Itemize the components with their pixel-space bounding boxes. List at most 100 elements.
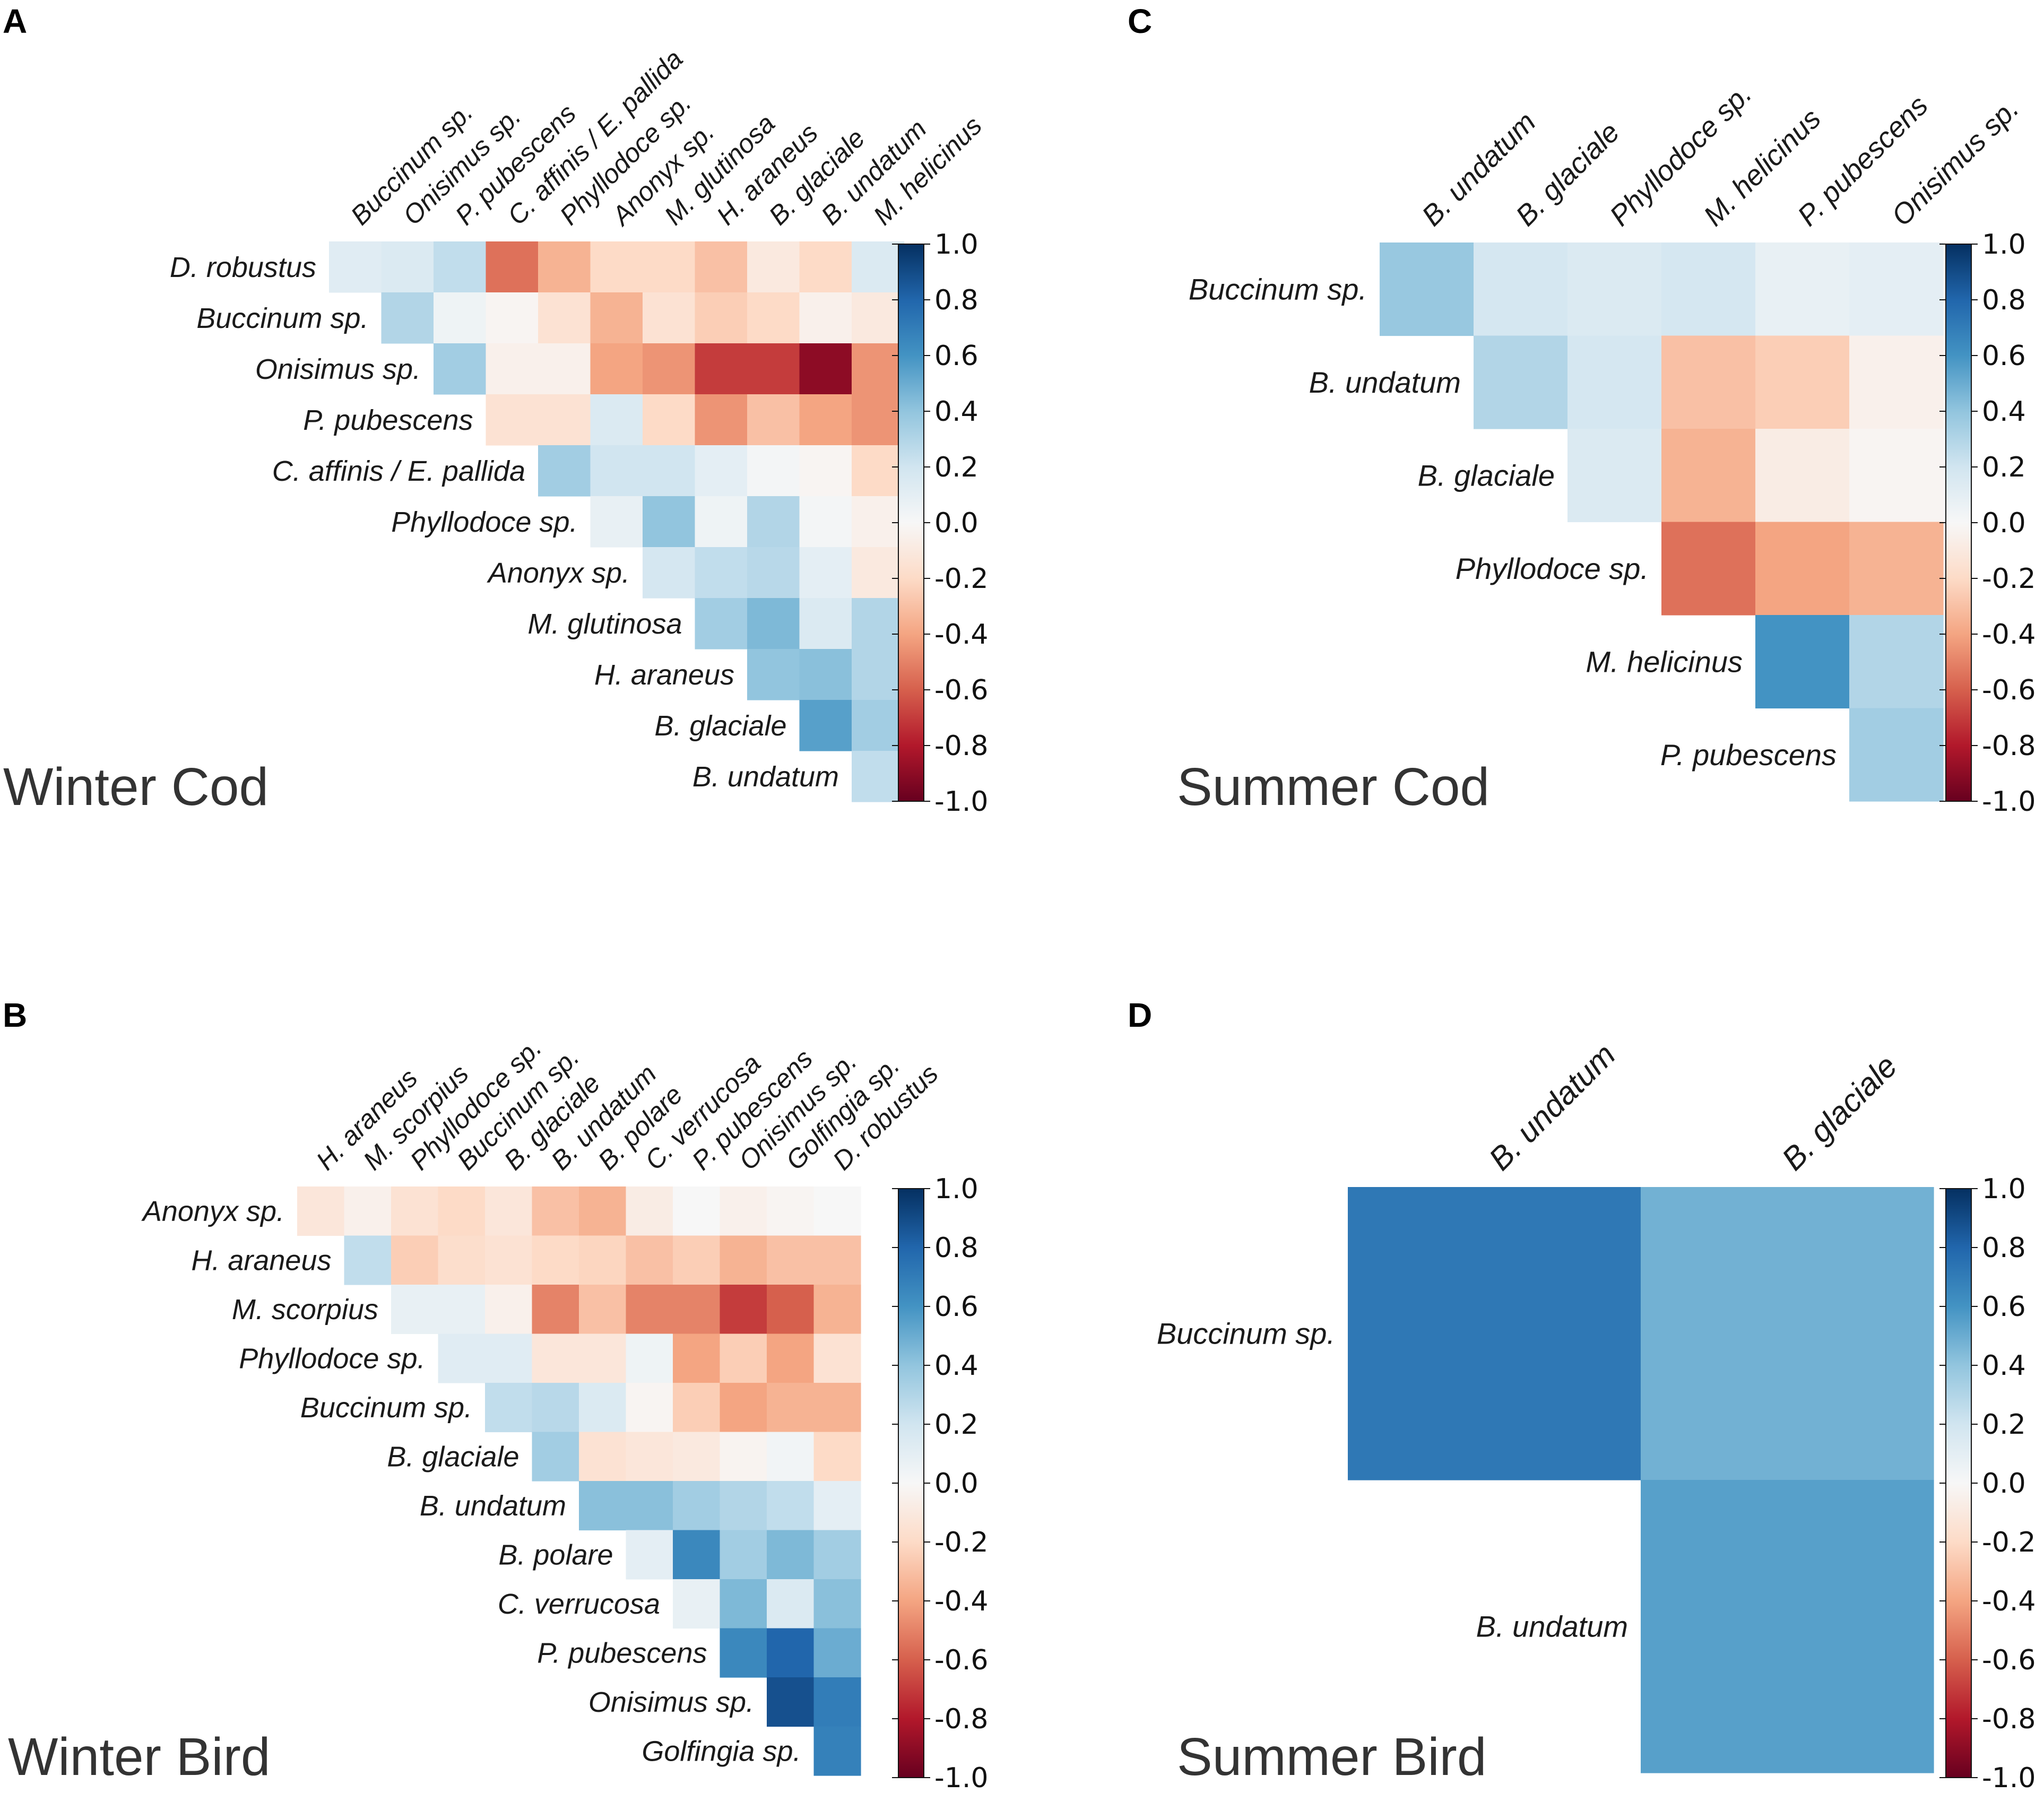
heatmap-cell-anonyx-sp-x-h-araneus [297, 1186, 345, 1236]
row-label: B. glaciale [654, 710, 786, 742]
heatmap-cell-b-undatum-x-golfingia-sp [767, 1481, 815, 1531]
row-label: B. undatum [1476, 1610, 1628, 1643]
colorbar-tick-label: -0.8 [1982, 730, 2036, 762]
heatmap-cell-b-undatum-x-b-glaciale [1641, 1480, 1934, 1773]
colorbar-tick-label: 0.2 [934, 452, 978, 483]
colorbar [898, 244, 924, 802]
heatmap-cell-h-araneus-x-phyllodoce-sp [391, 1235, 439, 1285]
heatmap-cell-b-undatum-x-phyllodoce-sp [1567, 335, 1662, 429]
heatmap-cell-m-scorpius-x-b-polare [579, 1285, 627, 1335]
heatmap-cell-p-pubescens-x-onisimus-sp [720, 1628, 767, 1678]
heatmap-cell-b-glaciale-x-p-pubescens [1755, 429, 1850, 523]
heatmap-cell-phyllodoce-sp-x-golfingia-sp [767, 1333, 815, 1383]
colorbar-tick-label: 1.0 [934, 229, 978, 261]
row-label: B. glaciale [1418, 458, 1555, 492]
row-label: Buccinum sp. [300, 1392, 472, 1424]
heatmap-cell-p-pubescens-x-b-undatum [799, 394, 852, 446]
heatmap-cell-b-glaciale-x-m-helicinus [1661, 429, 1756, 523]
heatmap-cell-b-glaciale-x-m-helicinus [852, 700, 905, 751]
heatmap-cell-anonyx-sp-x-b-undatum [799, 547, 852, 599]
heatmap-cell-b-polare-x-onisimus-sp [720, 1530, 767, 1580]
panel-title: Winter Bird [8, 1727, 271, 1787]
heatmap-cell-c-affinis-e-pallida-x-phyllodoce-sp [538, 445, 591, 497]
heatmap-cell-m-scorpius-x-buccinum-sp [438, 1285, 486, 1335]
colorbar-tick-label: 0.4 [934, 396, 978, 428]
heatmap-cell-anonyx-sp-x-b-polare [579, 1186, 627, 1236]
heatmap-cell-h-araneus-x-m-scorpius [344, 1235, 392, 1285]
colorbar-tick-label: -0.4 [934, 1586, 988, 1617]
heatmap-cell-phyllodoce-sp-x-h-araneus [695, 496, 748, 548]
heatmap-cell-d-robustus-x-c-affinis-e-pallida [486, 241, 539, 293]
heatmap-cell-buccinum-sp-x-p-pubescens [1755, 242, 1850, 336]
colorbar [1945, 1188, 1972, 1778]
colorbar-tick-label: -1.0 [1982, 1762, 2036, 1793]
colorbar-tick-label: -0.2 [934, 563, 988, 595]
heatmap-cell-m-scorpius-x-c-verrucosa [626, 1285, 673, 1335]
heatmap-cell-h-araneus-x-golfingia-sp [767, 1235, 815, 1285]
heatmap-cell-onisimus-sp-x-b-undatum [799, 343, 852, 395]
column-label: B. undatum [1482, 1037, 1622, 1177]
heatmap-cell-p-pubescens-x-h-araneus [695, 394, 748, 446]
heatmap-cell-phyllodoce-sp-x-m-helicinus [852, 496, 905, 548]
heatmap-cell-b-undatum-x-b-glaciale [1474, 335, 1568, 429]
colorbar-tick-label: 0.8 [1982, 1232, 2026, 1264]
colorbar-tick-label: 1.0 [1982, 1173, 2026, 1205]
heatmap-cell-phyllodoce-sp-x-b-undatum [799, 496, 852, 548]
heatmap-cell-d-robustus-x-onisimus-sp [381, 241, 434, 293]
heatmap-cell-p-pubescens-x-b-glaciale [747, 394, 800, 446]
heatmap-cell-onisimus-sp-x-phyllodoce-sp [538, 343, 591, 395]
row-label: B. undatum [420, 1490, 566, 1522]
heatmap-cell-d-robustus-x-b-undatum [799, 241, 852, 293]
heatmap-cell-onisimus-sp-x-h-araneus [695, 343, 748, 395]
colorbar-tick-label: 0.6 [1982, 1291, 2026, 1323]
heatmap-cell-b-polare-x-c-verrucosa [626, 1530, 673, 1580]
heatmap-cell-b-undatum-x-p-pubescens [1755, 335, 1850, 429]
heatmap-cell-buccinum-sp-x-onisimus-sp [381, 292, 434, 344]
heatmap-cell-h-araneus-x-onisimus-sp [720, 1235, 767, 1285]
heatmap-cell-d-robustus-x-h-araneus [695, 241, 748, 293]
heatmap-cell-m-glutinosa-x-b-glaciale [747, 598, 800, 649]
panel-letter: A [3, 2, 27, 40]
heatmap-cell-anonyx-sp-x-phyllodoce-sp [391, 1186, 439, 1236]
colorbar-tick-label: -1.0 [934, 786, 988, 818]
heatmap-cell-anonyx-sp-x-c-verrucosa [626, 1186, 673, 1236]
colorbar-tick-label: -0.2 [1982, 1527, 2036, 1558]
heatmap-cell-phyllodoce-sp-x-m-helicinus [1661, 522, 1756, 616]
panel-d: D Summer Bird Buccinum sp. B. undatum B. und… [1128, 996, 2036, 1793]
heatmap-cell-buccinum-sp-x-onisimus-sp [1849, 242, 1944, 336]
colorbar-tick-label: 0.2 [934, 1409, 978, 1441]
row-label: H. araneus [191, 1245, 331, 1277]
heatmap-cell-anonyx-sp-x-b-glaciale [747, 547, 800, 599]
heatmap-cell-b-polare-x-d-robustus [813, 1530, 861, 1580]
row-label: P. pubescens [303, 404, 473, 436]
heatmap-cell-buccinum-sp-x-p-pubescens [673, 1383, 721, 1433]
colorbar-tick-label: -0.2 [1982, 563, 2036, 595]
colorbar-tick-label: -0.6 [1982, 1644, 2036, 1676]
row-label: M. glutinosa [527, 608, 682, 640]
colorbar-tick-label: 0.2 [1982, 1409, 2026, 1441]
heatmap-cell-anonyx-sp-x-onisimus-sp [720, 1186, 767, 1236]
heatmap-cell-m-glutinosa-x-b-undatum [799, 598, 852, 649]
panel-letter: D [1128, 996, 1152, 1034]
heatmap-cell-buccinum-sp-x-m-helicinus [852, 292, 905, 344]
heatmap-cell-anonyx-sp-x-p-pubescens [673, 1186, 721, 1236]
panel-b: B Winter Bird Anonyx sp. H. araneus M. scorp… [3, 996, 988, 1793]
row-label: Anonyx sp. [141, 1196, 284, 1227]
heatmap-cell-onisimus-sp-x-anonyx-sp [590, 343, 643, 395]
heatmap-cell-b-glaciale-x-b-undatum [532, 1432, 579, 1482]
heatmap-cell-buccinum-sp-x-c-verrucosa [626, 1383, 673, 1433]
row-label: Buccinum sp. [1189, 272, 1367, 306]
heatmap-cell-d-robustus-x-anonyx-sp [590, 241, 643, 293]
row-label: H. araneus [594, 659, 734, 691]
row-label: Onisimus sp. [255, 353, 421, 385]
heatmap-cell-m-scorpius-x-onisimus-sp [720, 1285, 767, 1335]
heatmap-cell-p-pubescens-x-d-robustus [813, 1628, 861, 1678]
colorbar-tick-label: -0.4 [1982, 619, 2036, 651]
colorbar-tick-label: -1.0 [934, 1762, 988, 1793]
heatmap-cell-m-glutinosa-x-h-araneus [695, 598, 748, 649]
heatmap-cell-buccinum-sp-x-m-helicinus [1661, 242, 1756, 336]
heatmap-cell-h-araneus-x-c-verrucosa [626, 1235, 673, 1285]
heatmap-cell-m-scorpius-x-d-robustus [813, 1285, 861, 1335]
heatmap-cell-anonyx-sp-x-d-robustus [813, 1186, 861, 1236]
